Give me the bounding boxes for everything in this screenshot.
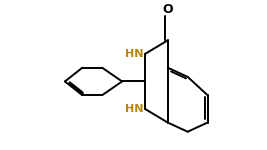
Text: O: O — [162, 3, 173, 16]
Text: HN: HN — [125, 104, 144, 114]
Text: HN: HN — [125, 49, 144, 59]
